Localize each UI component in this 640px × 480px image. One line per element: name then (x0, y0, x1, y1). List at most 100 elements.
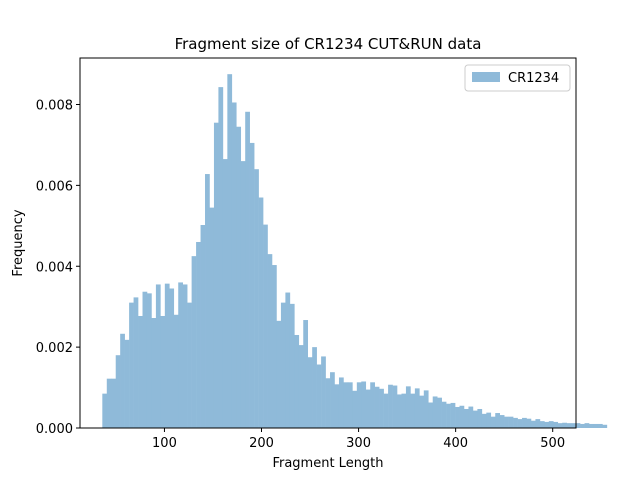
histogram-bar (209, 207, 215, 428)
histogram-bar (205, 174, 210, 428)
histogram-bar (276, 320, 282, 428)
histogram-bar (535, 419, 541, 428)
histogram-bar (133, 297, 139, 428)
histogram-bar (477, 408, 483, 428)
histogram-bar (602, 424, 608, 428)
histogram-bar (213, 122, 219, 428)
histogram-bar (463, 408, 469, 428)
histogram-bar (138, 315, 143, 428)
histogram-bar (160, 315, 166, 428)
histogram-bar (580, 423, 585, 428)
histogram-bars (102, 74, 608, 429)
legend-swatch (472, 72, 500, 82)
histogram-bar (419, 395, 425, 428)
histogram-bar (222, 159, 228, 428)
legend-box (464, 64, 571, 92)
histogram-bar (267, 254, 273, 428)
histogram-bar (120, 333, 125, 428)
histogram-bar (263, 224, 268, 428)
histogram-bar (258, 197, 264, 428)
histogram-bar (392, 385, 398, 428)
histogram-bar (584, 423, 590, 428)
histogram-bar (218, 87, 224, 429)
histogram-bar (316, 364, 322, 428)
y-axis-ticks: 0.000 0.002 0.004 0.006 0.008 (36, 99, 80, 437)
x-tick-label: 400 (443, 436, 468, 451)
histogram-bar (347, 382, 353, 428)
histogram-bar (472, 410, 478, 428)
histogram-bar (356, 382, 362, 428)
histogram-bar (298, 345, 304, 428)
plot-area-frame (79, 57, 577, 429)
histogram-bar (151, 318, 157, 428)
histogram-bar (539, 421, 545, 428)
histogram-bar (321, 356, 326, 428)
x-tick-label: 300 (346, 436, 371, 451)
histogram-bar (522, 417, 527, 428)
histogram-bar (115, 355, 121, 428)
histogram-bar (508, 416, 514, 428)
histogram-bar (294, 334, 300, 428)
y-tick-label: 0.004 (36, 260, 73, 275)
x-tick-label: 200 (249, 436, 274, 451)
histogram-bar (361, 381, 367, 428)
histogram-bar (401, 393, 407, 428)
histogram-bar (481, 413, 487, 428)
histogram-bar (397, 394, 402, 428)
histogram-bar (553, 421, 559, 428)
histogram-bar (236, 126, 242, 429)
histogram-bar (227, 74, 233, 429)
histogram-bar (410, 393, 416, 428)
chart-title: Fragment size of CR1234 CUT&RUN data (175, 35, 482, 53)
histogram-bar (254, 169, 259, 428)
histogram-bar (245, 111, 250, 428)
histogram-bar (312, 347, 317, 428)
histogram-bar (200, 225, 206, 428)
histogram-bar (173, 314, 179, 428)
histogram-bar (432, 396, 438, 428)
histogram-bar (383, 393, 389, 428)
histogram-bar (196, 241, 201, 428)
y-tick-label: 0.000 (36, 422, 73, 437)
histogram-bar (571, 423, 576, 428)
histogram-bar (468, 406, 474, 428)
histogram-bar (504, 416, 509, 428)
histogram-bar (597, 423, 603, 428)
histogram-bar (325, 378, 331, 428)
histogram-bar (517, 419, 523, 428)
y-axis-label: Frequency (11, 209, 26, 276)
histogram-bar (182, 284, 188, 428)
histogram-bar (557, 423, 563, 428)
histogram-bar (164, 283, 170, 428)
x-axis-ticks: 100 200 300 400 500 (152, 428, 565, 451)
histogram-bar (544, 421, 550, 428)
histogram-bar (562, 422, 567, 428)
histogram-bar (187, 302, 192, 428)
legend-label: CR1234 (508, 71, 559, 86)
histogram-bar (303, 320, 309, 428)
histogram-bar (437, 397, 442, 428)
histogram-bar (129, 302, 134, 428)
histogram-bar (271, 265, 277, 428)
histogram-bar (124, 339, 130, 428)
histogram-bar (249, 142, 255, 429)
histogram-bar (566, 423, 572, 428)
histogram-bar (388, 384, 393, 428)
y-tick-label: 0.006 (36, 179, 73, 194)
histogram-bar (338, 377, 344, 428)
x-axis-label: Fragment Length (272, 456, 383, 471)
histogram-bar (490, 416, 496, 428)
histogram-bar (589, 423, 594, 428)
histogram-bar (441, 401, 447, 428)
histogram-bar (334, 384, 340, 428)
histogram-bar (106, 378, 112, 428)
histogram-bar (155, 284, 161, 428)
y-tick-label: 0.002 (36, 341, 73, 356)
histogram-bar (379, 388, 384, 428)
histogram-bar (374, 386, 380, 428)
histogram-bar (593, 423, 599, 428)
histogram-bar (414, 388, 420, 428)
histogram-bar (191, 256, 197, 428)
histogram-bar (280, 302, 286, 428)
histogram-bar (178, 282, 183, 428)
